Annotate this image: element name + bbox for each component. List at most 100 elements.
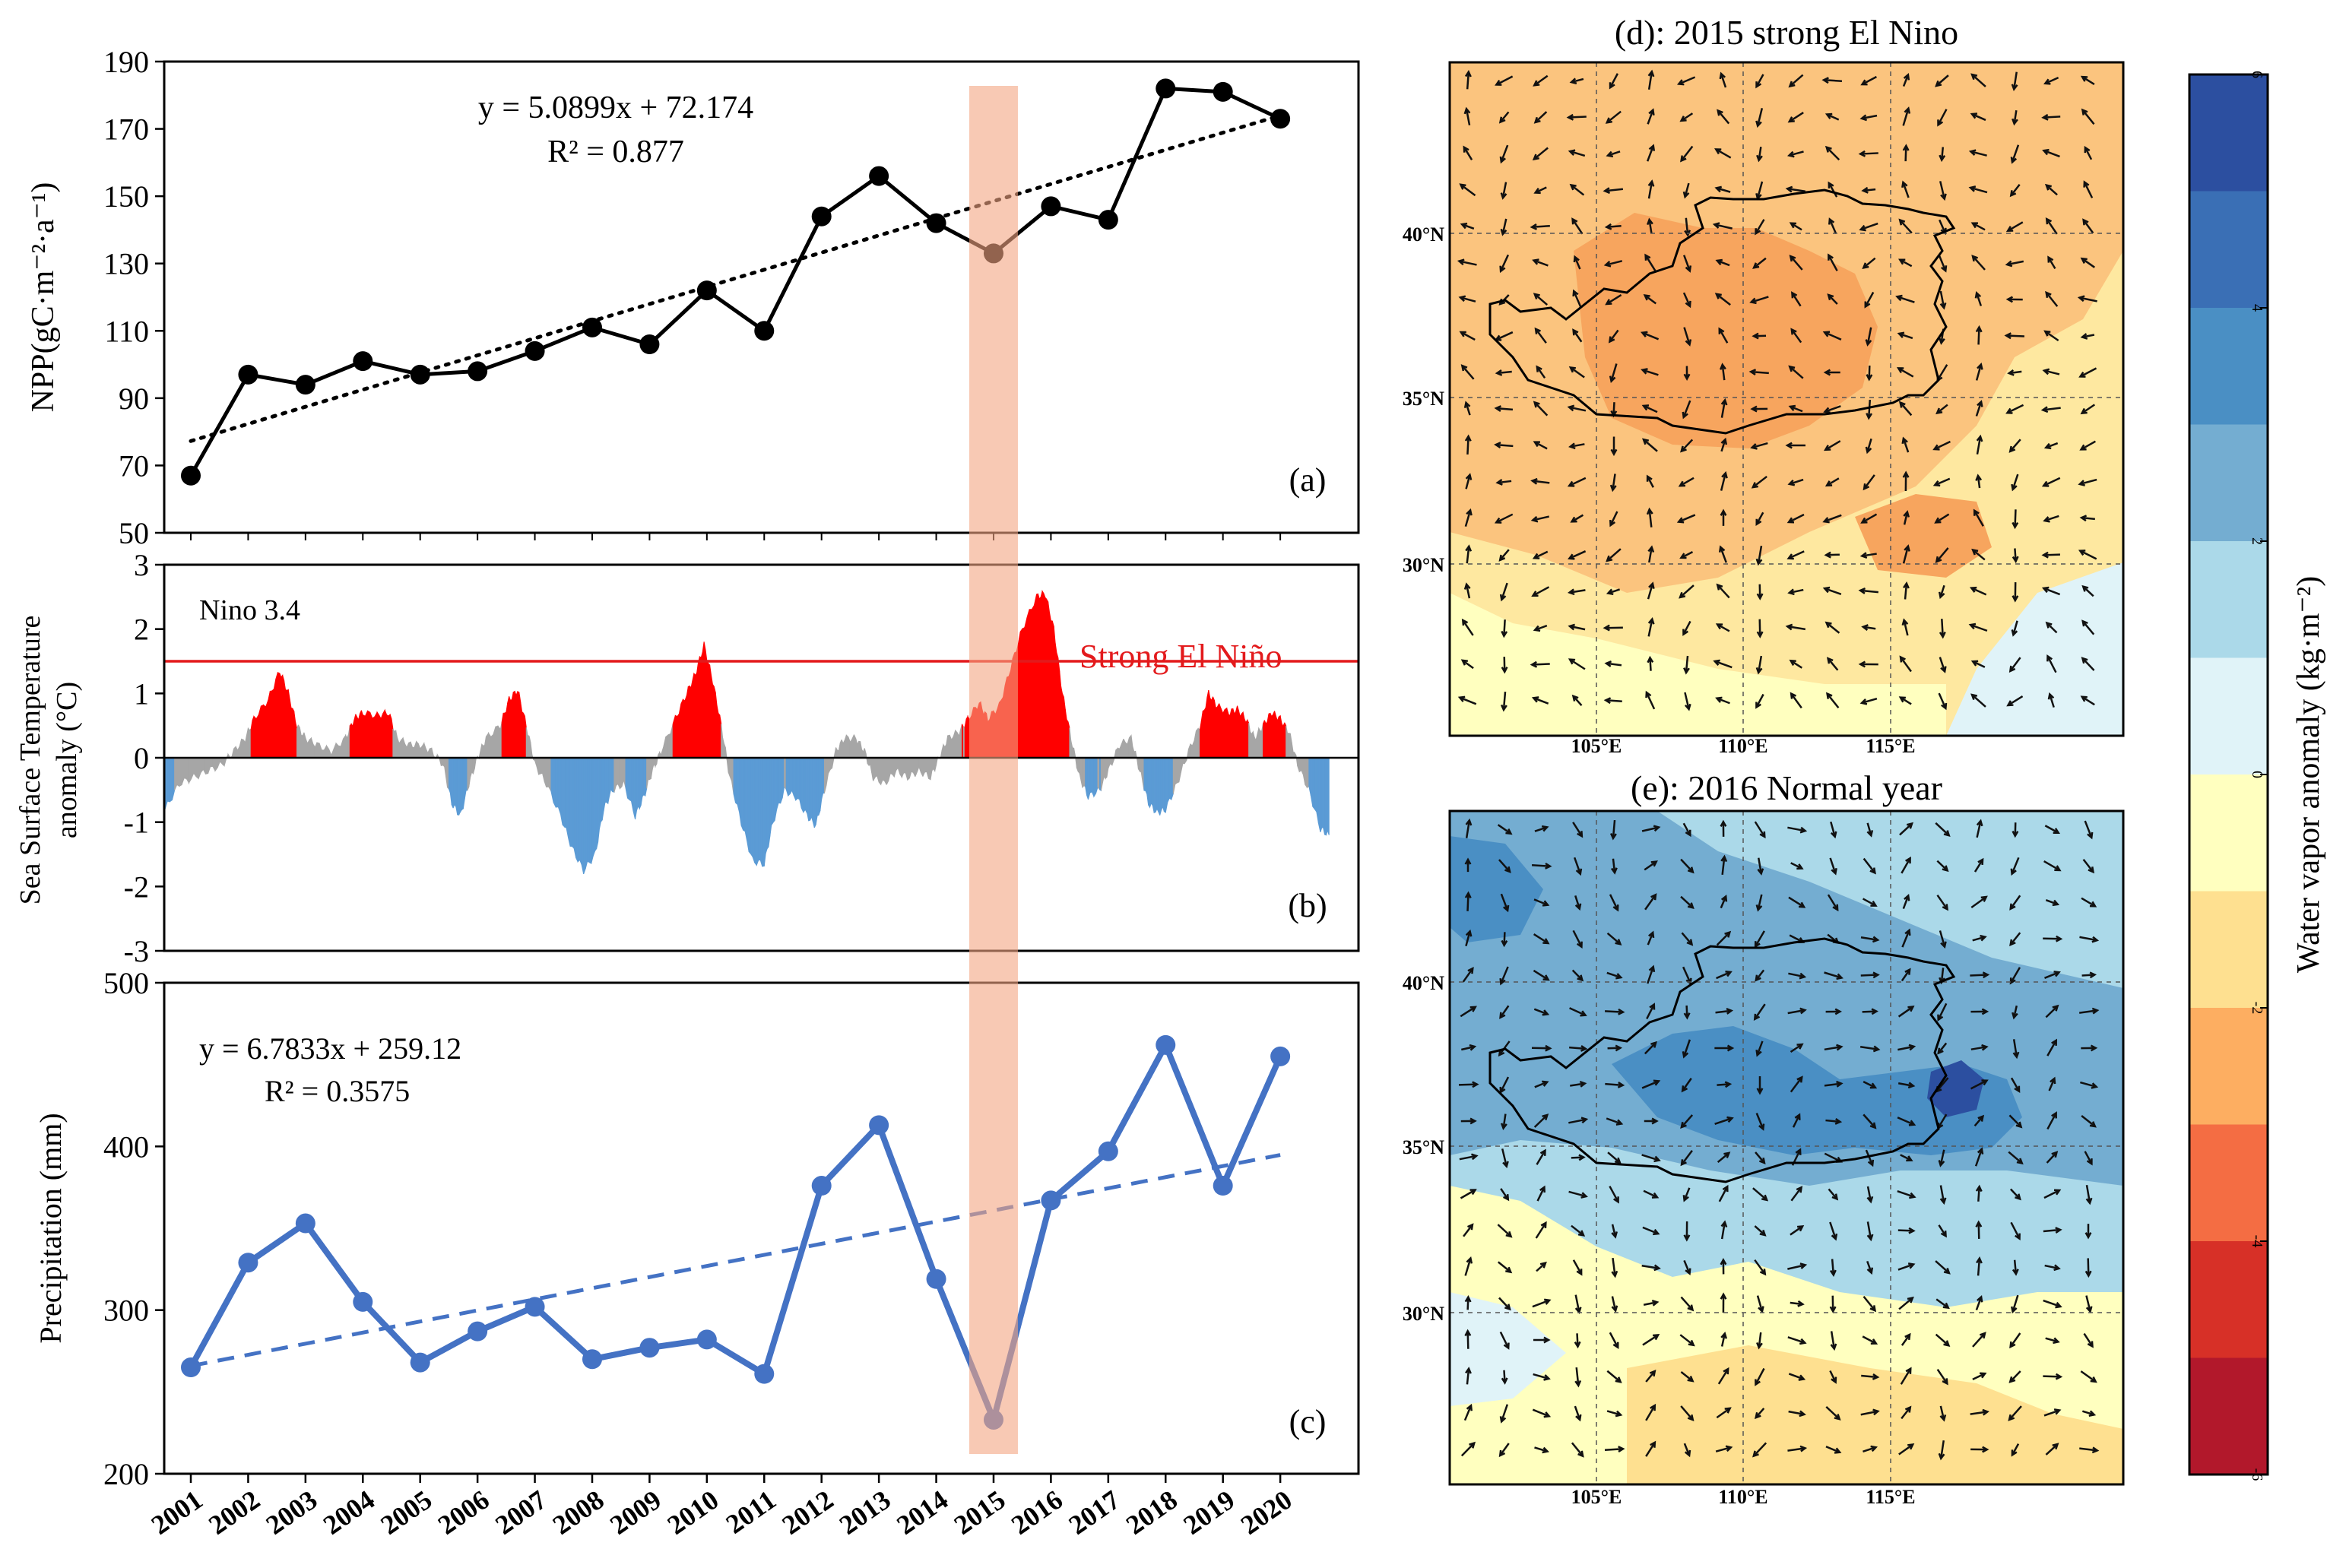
wind-arrowhead <box>1942 865 1949 873</box>
wind-arrow <box>1976 820 1982 838</box>
wind-arrow <box>1612 819 1616 839</box>
wind-arrowhead <box>1902 144 1910 151</box>
wind-arrow <box>2079 296 2097 303</box>
wind-arrow <box>2008 1114 2022 1128</box>
wind-arrow <box>1860 974 1878 977</box>
wind-arrowhead <box>1615 973 1623 980</box>
wind-arrowhead <box>1603 697 1612 705</box>
wind-arrow <box>1500 966 1509 984</box>
wind-arrowhead <box>1609 484 1617 493</box>
wind-arrow <box>1535 186 1547 194</box>
wind-arrow <box>2081 974 2095 977</box>
wind-arrow <box>1714 223 1733 230</box>
wind-arrow <box>1790 222 1802 231</box>
wind-arrowhead <box>1463 582 1471 590</box>
wind-arrow <box>2046 622 2058 634</box>
wind-arrowhead <box>1715 623 1723 630</box>
wind-arrow <box>1572 930 1583 948</box>
wind-arrow <box>1789 150 1804 157</box>
wind-arrow <box>2048 1078 2056 1091</box>
wind-arrowhead <box>1939 1197 1947 1205</box>
panel-b: -3 -2 -1 0 1 2 3 Nino 3.4 Strong El Niño (b) S… <box>14 548 1360 968</box>
wind-arrow <box>1534 1081 1548 1088</box>
panel-c-xtick-label: 2007 <box>490 1484 552 1541</box>
panel-c-point <box>696 1329 717 1350</box>
wind-arrow <box>1714 1117 1733 1125</box>
wind-arrow <box>1863 474 1875 489</box>
wind-arrow <box>2079 550 2097 560</box>
wind-arrowhead <box>1756 593 1764 600</box>
wind-arrow <box>1898 1297 1913 1310</box>
wind-arrow <box>1757 655 1763 673</box>
wind-arrow <box>1466 893 1469 911</box>
wind-arrow <box>1502 692 1507 710</box>
wind-arrow <box>1866 1186 1872 1202</box>
wind-arrow <box>1897 1082 1914 1087</box>
wind-arrowhead <box>2012 556 2019 564</box>
wind-arrow <box>1532 663 1550 666</box>
wind-arrowhead <box>1940 666 1947 673</box>
wind-arrow <box>1897 1263 1914 1271</box>
colorbar-label: Water vapor anomaly (kg·m⁻²) <box>2291 576 2326 973</box>
wind-arrowhead <box>1577 974 1584 982</box>
wind-arrow <box>1754 821 1766 838</box>
wind-arrowhead <box>2087 1341 2094 1348</box>
wind-arrow <box>1972 255 1986 271</box>
wind-arrowhead <box>1940 941 1947 949</box>
wind-arrow <box>1572 1259 1583 1275</box>
wind-arrowhead <box>1614 1157 1622 1164</box>
wind-arrowhead <box>1542 974 1550 981</box>
wind-arrow <box>1970 1046 1987 1050</box>
wind-arrowhead <box>1756 1088 1764 1095</box>
wind-arrowhead <box>2008 1414 2015 1421</box>
wind-arrowhead <box>1761 1194 1769 1202</box>
wind-arrow <box>2082 219 2094 234</box>
wind-arrow <box>1642 1226 1659 1235</box>
wind-arrowhead <box>1901 180 1908 188</box>
wind-arrowhead <box>1901 618 1909 626</box>
wind-arrowhead <box>1530 660 1538 668</box>
wind-arrowhead <box>1755 518 1762 527</box>
wind-arrow <box>1824 1045 1842 1051</box>
wind-arrow <box>2045 442 2059 449</box>
wind-arrow <box>1647 932 1654 946</box>
wind-arrowhead <box>1649 1003 1656 1010</box>
wind-arrow <box>1647 71 1653 90</box>
wind-arrow <box>1900 1368 1912 1385</box>
panel-c-x-tick-labels: 2001200220032004200520062007200820092010… <box>146 1484 1298 1541</box>
wind-arrowhead <box>1687 902 1695 910</box>
wind-arrowhead <box>1870 901 1878 907</box>
wind-arrow <box>1647 145 1654 162</box>
wind-arrowhead <box>1722 1184 1729 1193</box>
wind-arrow <box>1866 327 1872 345</box>
wind-arrow <box>2013 109 2018 125</box>
wind-arrow <box>1970 587 1987 596</box>
wind-arrowhead <box>1684 703 1691 711</box>
wind-arrow <box>1466 436 1469 455</box>
wind-arrow <box>1648 509 1653 527</box>
wind-arrow <box>1495 513 1514 524</box>
wind-arrowhead <box>1543 1411 1552 1418</box>
wind-arrow <box>1863 1080 1876 1089</box>
wind-arrowhead <box>1653 1155 1661 1163</box>
wind-arrow <box>1970 150 1987 157</box>
wind-arrow <box>2083 182 2094 198</box>
wind-arrowhead <box>1862 262 1869 270</box>
wind-arrowhead <box>1680 445 1687 453</box>
wind-arrowhead <box>1942 1302 1950 1310</box>
wind-arrow <box>1685 1005 1688 1018</box>
wind-arrowhead <box>1469 1441 1476 1449</box>
wind-arrowhead <box>1860 517 1868 524</box>
wind-arrowhead <box>1645 690 1652 698</box>
wind-arrowhead <box>2006 700 2014 707</box>
wind-arrow <box>1680 112 1694 122</box>
wind-arrowhead <box>1603 624 1610 632</box>
wind-arrow <box>1643 404 1658 413</box>
wind-arrowhead <box>2053 971 2061 977</box>
wind-arrowhead <box>1935 80 1942 87</box>
wind-arrow <box>1900 656 1912 673</box>
wind-arrow <box>1682 966 1692 984</box>
wind-arrow <box>1970 974 1988 977</box>
wind-arrow <box>1534 1446 1548 1452</box>
wind-arrowhead <box>2009 1341 2016 1349</box>
